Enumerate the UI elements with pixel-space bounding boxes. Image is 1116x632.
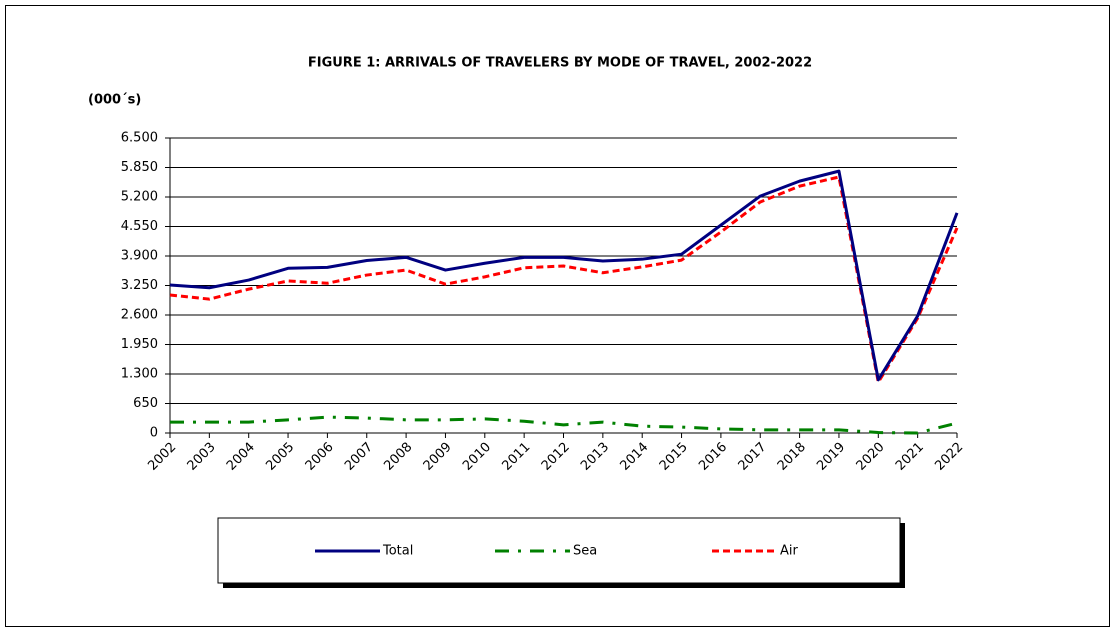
legend-label: Total [382,544,413,559]
line-series [170,415,958,435]
legend-label: Sea [573,544,597,559]
y-axis-label: (000´s) [88,93,141,108]
line-series [169,175,959,384]
y-tick-label: 6.500 [121,131,158,146]
y-tick-label: 1.300 [121,367,158,382]
legend-label: Air [780,544,799,559]
y-tick-label: 650 [133,396,158,411]
y-tick-label: 3.250 [121,278,158,293]
line-series [169,169,959,382]
y-tick-label: 2.600 [121,308,158,323]
y-tick-label: 3.900 [121,249,158,264]
y-tick-label: 1.950 [121,337,158,352]
y-tick-label: 0 [150,426,158,441]
y-tick-label: 5.200 [121,190,158,205]
chart-title: FIGURE 1: ARRIVALS OF TRAVELERS BY MODE … [308,56,812,71]
y-tick-label: 4.550 [121,219,158,234]
y-tick-label: 5.850 [121,160,158,175]
